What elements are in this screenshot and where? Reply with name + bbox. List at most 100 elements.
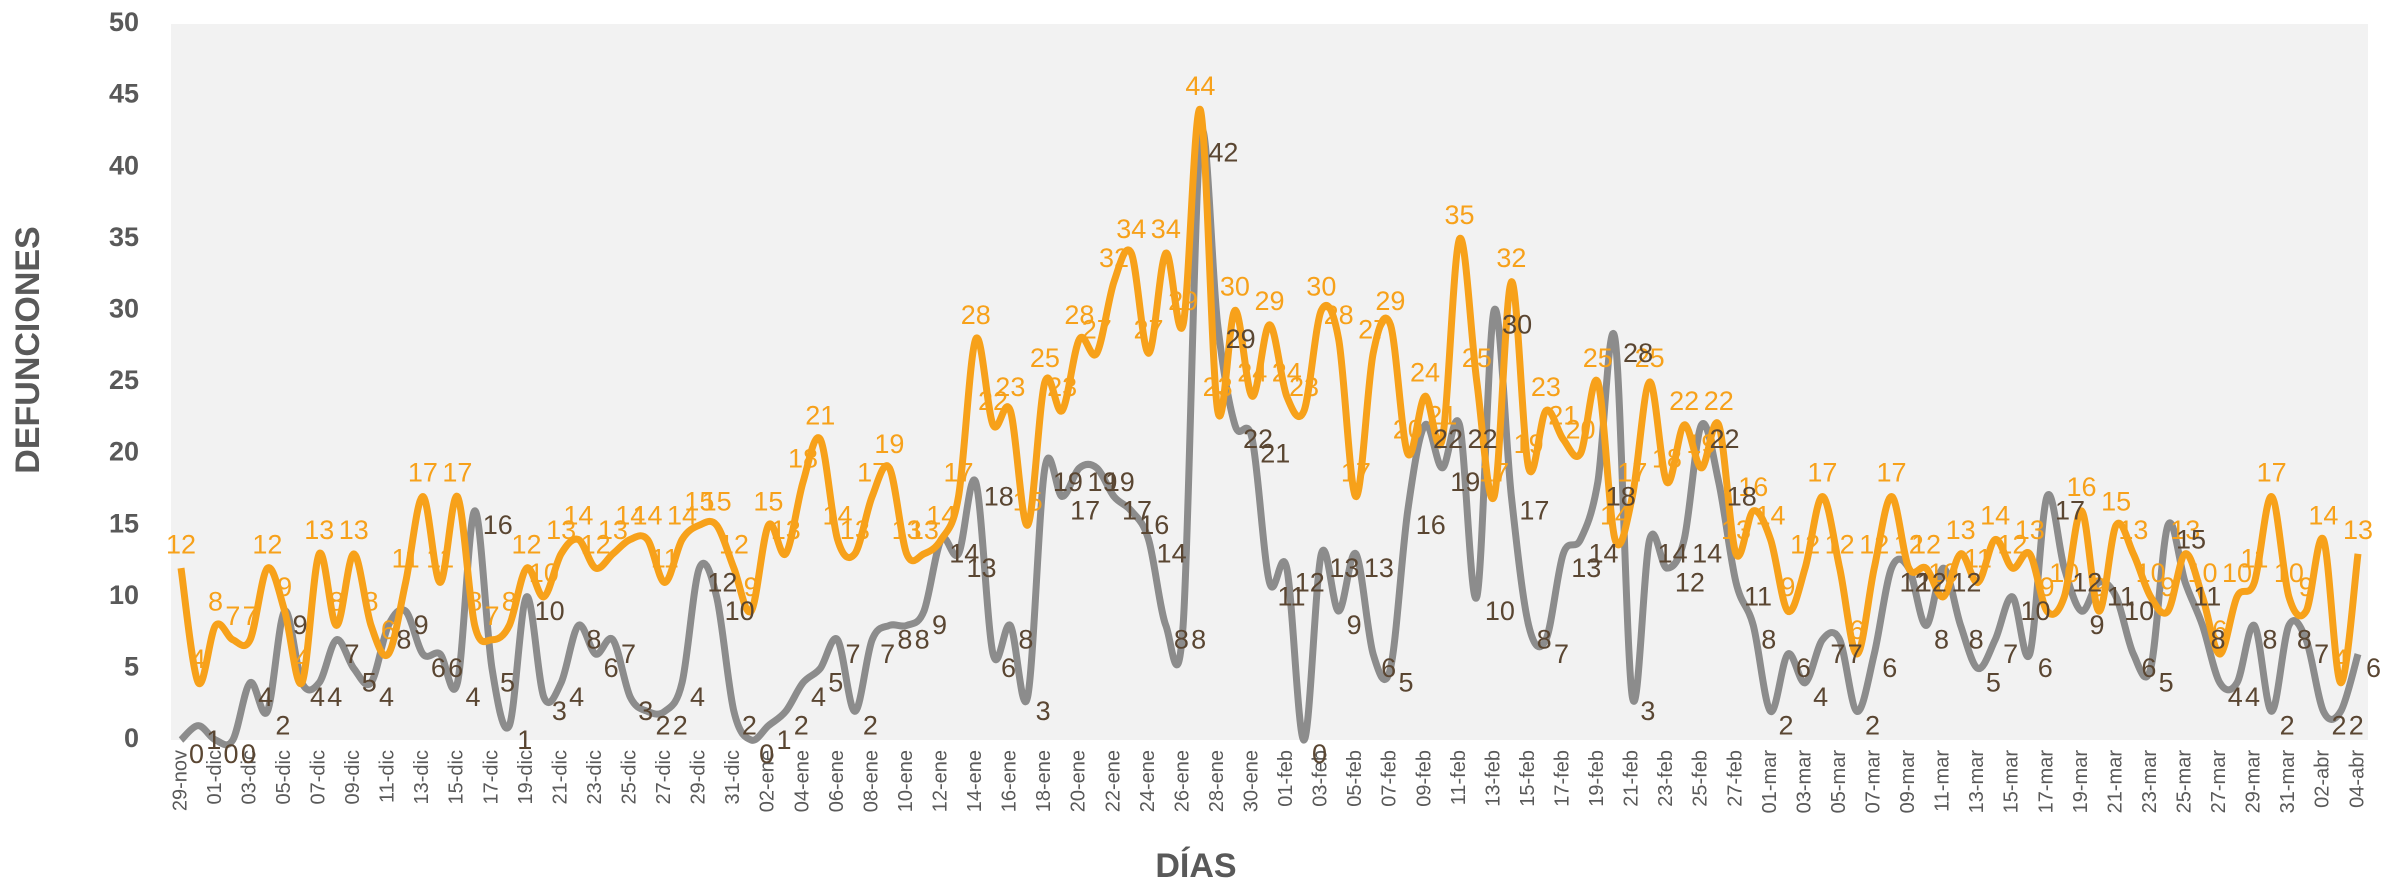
- y-tick-label: 10: [109, 580, 139, 610]
- data-label: 8: [1934, 625, 1949, 655]
- data-label: 11: [1278, 582, 1306, 612]
- data-label: 17: [408, 458, 438, 488]
- data-label: 17: [1876, 458, 1906, 488]
- data-label: 6: [431, 653, 446, 683]
- data-label: 10: [2124, 596, 2154, 626]
- data-label: 10: [2187, 558, 2217, 588]
- data-label: 30: [1306, 272, 1336, 302]
- data-label: 7: [1554, 639, 1569, 669]
- data-label: 2: [2331, 710, 2346, 740]
- x-tick-label: 25-mar: [2174, 750, 2196, 814]
- data-label: 12: [166, 529, 196, 559]
- data-label: 29: [1375, 286, 1405, 316]
- data-label: 2: [275, 710, 290, 740]
- data-label: 2: [794, 710, 809, 740]
- data-label: 34: [1151, 214, 1181, 244]
- data-label: 18: [788, 443, 818, 473]
- data-label: 28: [1623, 338, 1653, 368]
- x-tick-label: 23-feb: [1655, 750, 1677, 807]
- data-label: 17: [1617, 458, 1647, 488]
- x-tick-label: 29-dic: [688, 750, 710, 804]
- x-tick-label: 25-dic: [619, 750, 641, 804]
- data-label: 10: [2020, 596, 2050, 626]
- data-label: 17: [943, 458, 973, 488]
- data-label: 14: [1980, 501, 2010, 531]
- y-tick-label: 25: [109, 365, 139, 395]
- x-tick-label: 09-mar: [1897, 750, 1919, 814]
- data-label: 7: [846, 639, 861, 669]
- x-tick-label: 17-mar: [2035, 750, 2057, 814]
- data-label: 13: [598, 515, 628, 545]
- x-tick-label: 07-feb: [1379, 750, 1401, 807]
- data-label: 9: [932, 610, 947, 640]
- data-label: 8: [208, 587, 223, 617]
- data-label: 4: [569, 682, 584, 712]
- data-label: 8: [2211, 625, 2226, 655]
- data-label: 10: [2049, 558, 2079, 588]
- data-label: 4: [690, 682, 705, 712]
- data-label: 3: [638, 696, 653, 726]
- x-tick-label: 03-dic: [238, 750, 260, 804]
- data-label: 17: [1070, 496, 1100, 526]
- data-label: 14: [1658, 539, 1688, 569]
- data-label: 9: [2090, 610, 2105, 640]
- data-label: 8: [467, 587, 482, 617]
- x-tick-label: 31-mar: [2277, 750, 2299, 814]
- x-tick-label: 21-dic: [549, 750, 571, 804]
- data-label: 11: [426, 544, 454, 574]
- data-label: 12: [1911, 529, 1941, 559]
- data-label: 10: [535, 596, 565, 626]
- data-label: 8: [1174, 625, 1189, 655]
- data-label: 13: [2015, 515, 2045, 545]
- data-label: 28: [1324, 300, 1354, 330]
- data-label: 12: [1295, 567, 1325, 597]
- x-tick-label: 27-mar: [2208, 750, 2230, 814]
- data-label: 15: [1013, 486, 1043, 516]
- data-label: 35: [1445, 200, 1475, 230]
- data-label: 14: [2308, 501, 2338, 531]
- data-label: 5: [500, 668, 515, 698]
- data-label: 2: [656, 710, 671, 740]
- data-label: 7: [880, 639, 895, 669]
- x-tick-label: 11-dic: [377, 750, 399, 803]
- x-tick-label: 23-dic: [584, 750, 606, 804]
- data-label: 29: [1168, 286, 1198, 316]
- series-line: [177, 106, 2362, 688]
- data-label: 8: [586, 625, 601, 655]
- data-label: 42: [1208, 138, 1238, 168]
- data-label: 23: [1047, 372, 1077, 402]
- data-label: 17: [857, 458, 887, 488]
- data-label: 30: [1502, 310, 1532, 340]
- data-label: 13: [967, 553, 997, 583]
- data-label: 2: [673, 710, 688, 740]
- data-label: 16: [2067, 472, 2097, 502]
- data-label: 1: [517, 725, 532, 755]
- data-label: 0: [241, 739, 256, 769]
- data-label: 2: [2280, 710, 2295, 740]
- data-label: 6: [2038, 653, 2053, 683]
- x-tick-label: 17-dic: [480, 750, 502, 804]
- data-label: 15: [702, 486, 732, 516]
- data-label: 11: [1744, 582, 1772, 612]
- data-label: 4: [2228, 682, 2243, 712]
- x-tick-label: 13-feb: [1482, 750, 1504, 807]
- data-label: 4: [811, 682, 826, 712]
- x-tick-label: 17-feb: [1552, 750, 1574, 807]
- data-label: 9: [414, 610, 429, 640]
- y-axis-title: DEFUNCIONES: [9, 226, 47, 473]
- data-label: 13: [2118, 515, 2148, 545]
- data-label: 12: [2072, 567, 2102, 597]
- data-label: 30: [1220, 272, 1250, 302]
- data-label: 22: [1243, 424, 1273, 454]
- data-label: 12: [1825, 529, 1855, 559]
- data-label: 13: [546, 515, 576, 545]
- data-label: 14: [823, 501, 853, 531]
- data-label: 10: [529, 558, 559, 588]
- data-label: 12: [512, 529, 542, 559]
- x-tick-label: 18-ene: [1033, 750, 1055, 812]
- data-label: 8: [2297, 625, 2312, 655]
- data-label: 8: [1191, 625, 1206, 655]
- data-label: 2: [1779, 710, 1794, 740]
- data-label: 9: [744, 572, 759, 602]
- data-label: 28: [1064, 300, 1094, 330]
